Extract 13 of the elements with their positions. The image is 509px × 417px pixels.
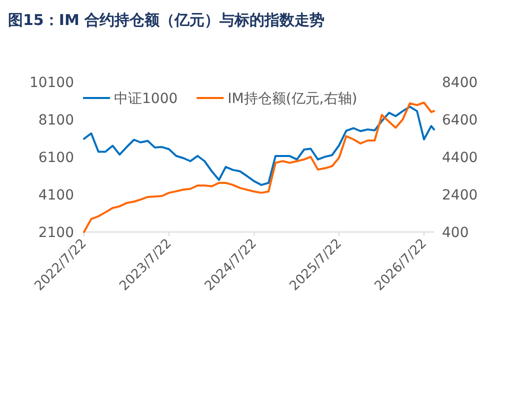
y2-tick-label: 2400 <box>442 188 478 204</box>
y2-tick-label: 400 <box>442 225 469 241</box>
legend-label: IM持仓额(亿元,右轴) <box>228 91 358 107</box>
y-tick-label: 2100 <box>38 225 74 241</box>
legend-label: 中证1000 <box>114 91 178 107</box>
chart-title: 图15：IM 合约持仓额（亿元）与标的指数走势 <box>8 11 325 29</box>
y-tick-label: 8100 <box>38 112 74 128</box>
y-tick-label: 10100 <box>29 75 74 91</box>
y2-tick-label: 6400 <box>442 112 478 128</box>
y-tick-label: 4100 <box>38 188 74 204</box>
y2-tick-label: 4400 <box>442 150 478 166</box>
y2-tick-label: 8400 <box>442 75 478 91</box>
y-tick-label: 6100 <box>38 150 74 166</box>
